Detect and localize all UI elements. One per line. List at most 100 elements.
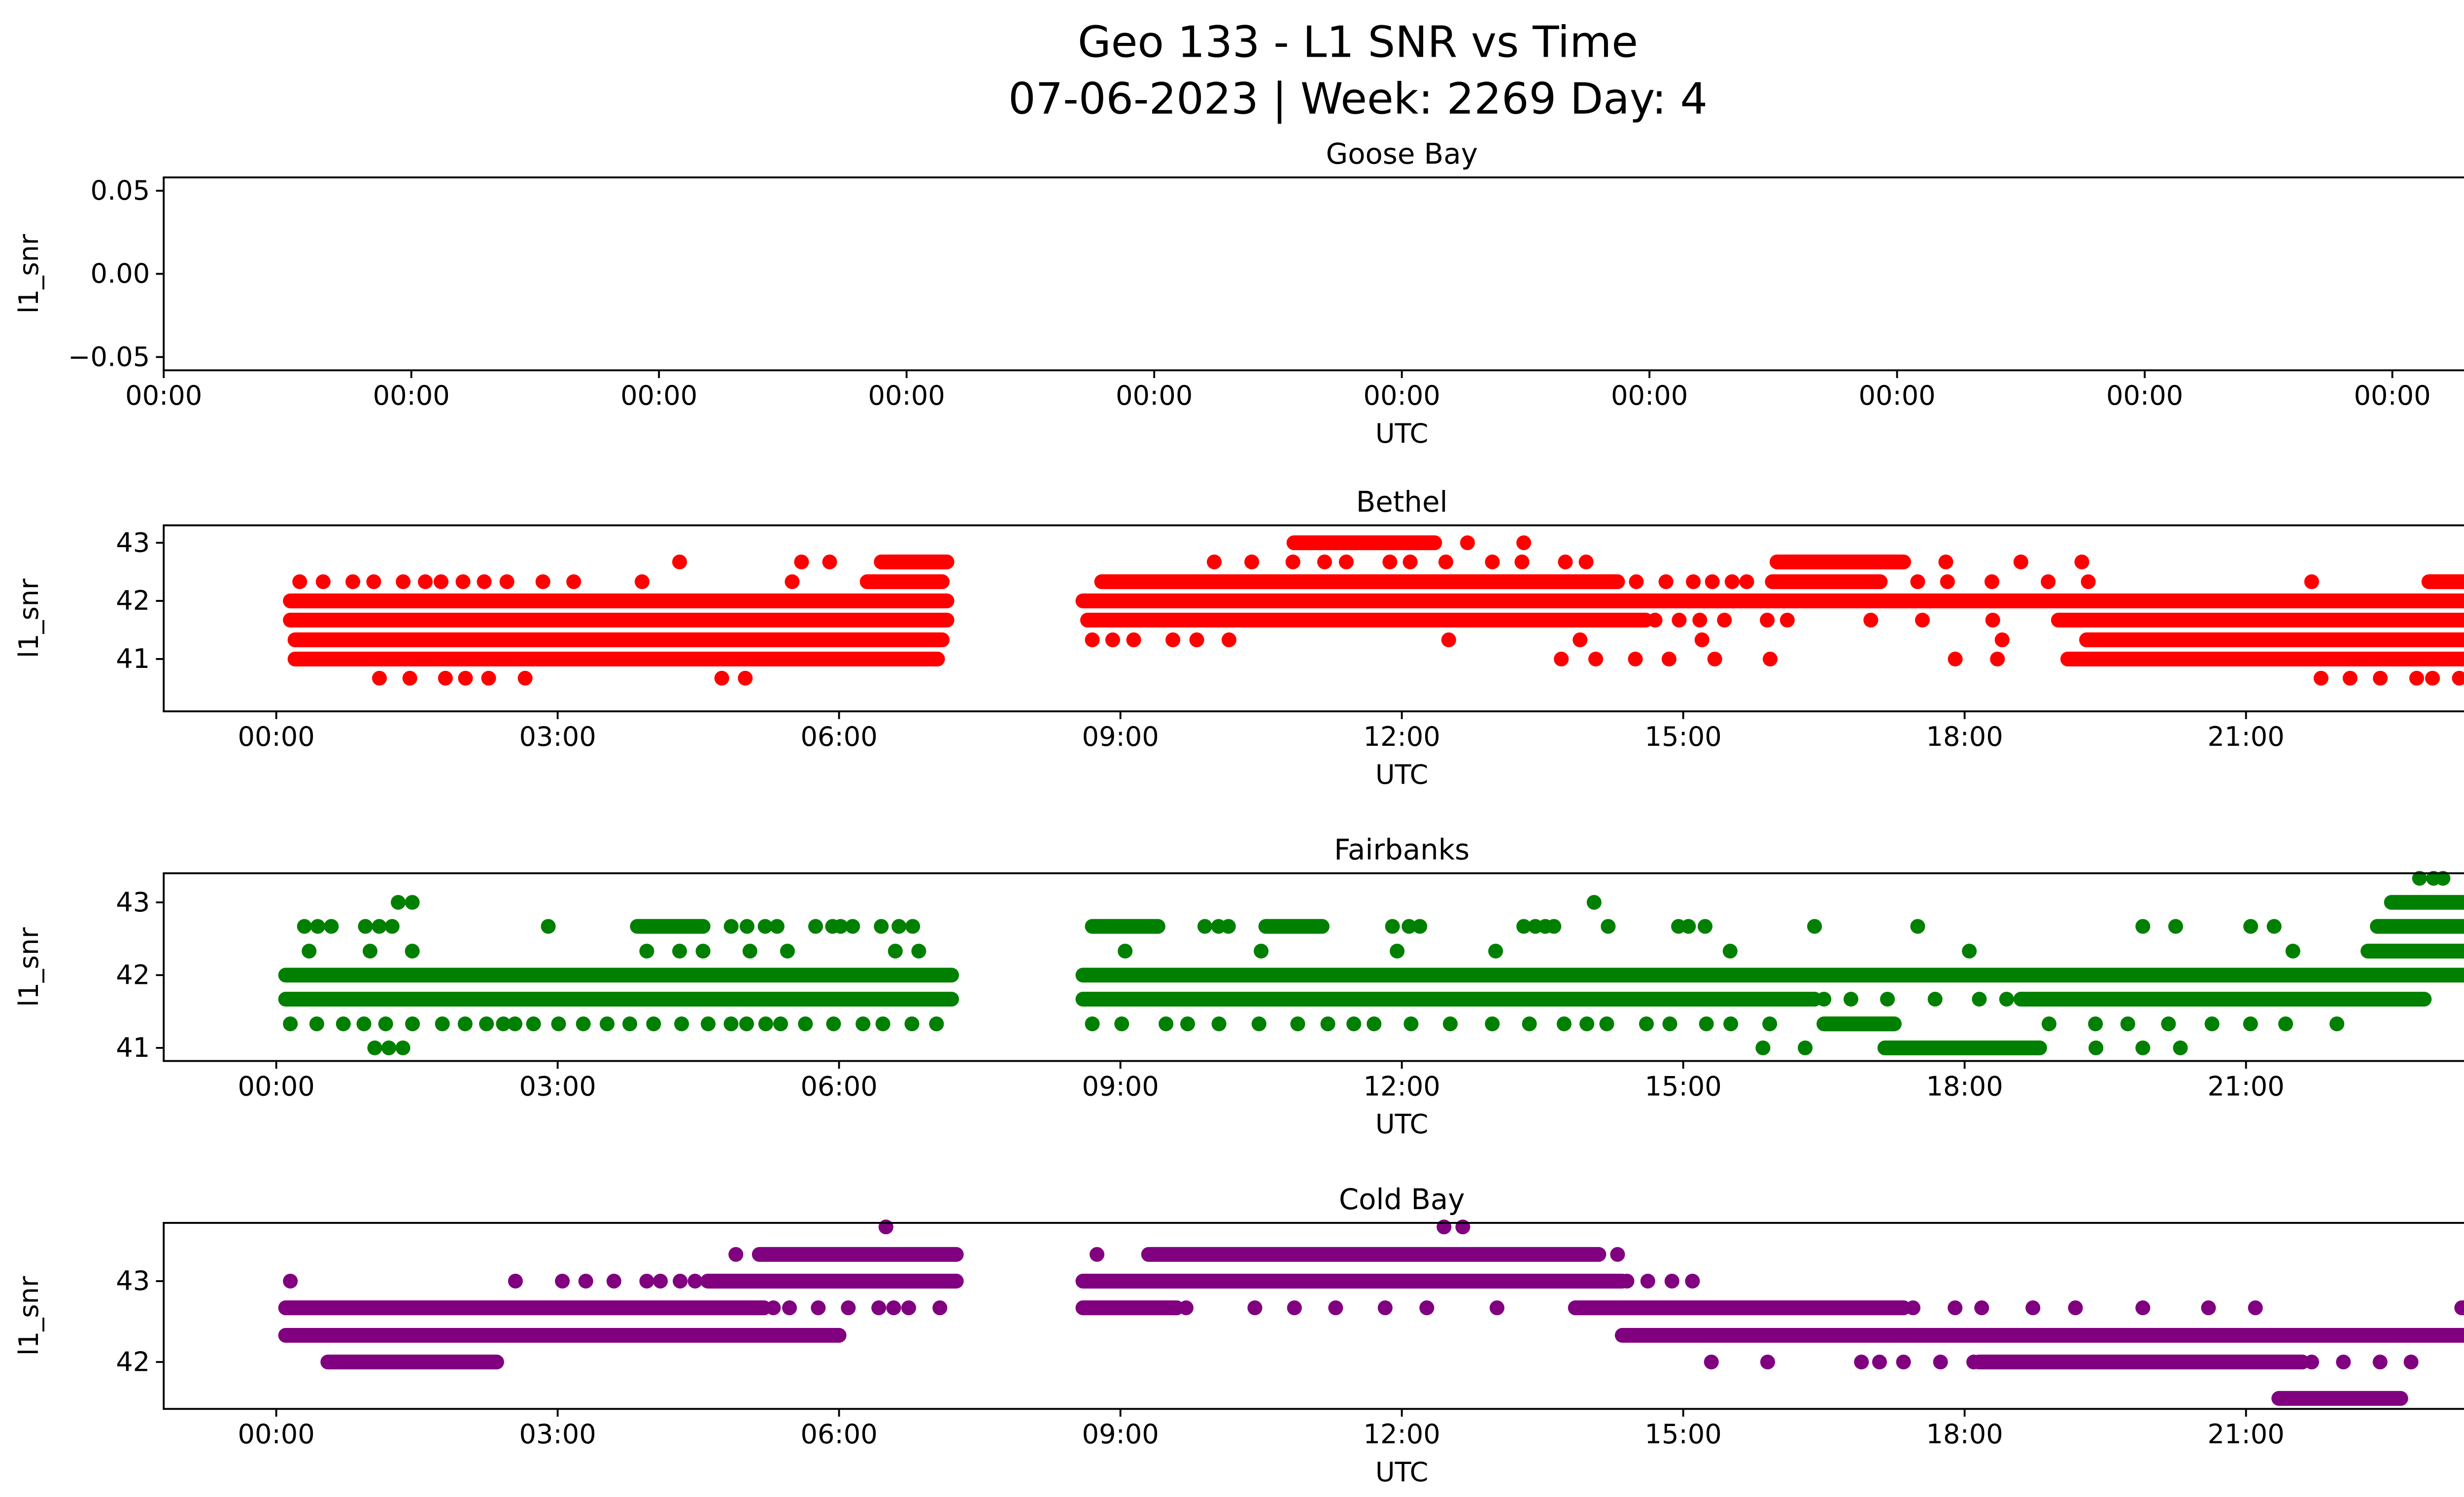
scatter-point [1647, 612, 1663, 627]
scatter-point [2135, 1300, 2151, 1316]
scatter-point [1385, 919, 1400, 934]
scatter-point [794, 555, 809, 570]
scatter-point [1455, 1219, 1471, 1235]
scatter-point [1290, 1016, 1305, 1032]
y-tick-label: 42 [116, 585, 150, 616]
scatter-point [1662, 1016, 1677, 1032]
scatter-point [362, 943, 377, 959]
scatter-point [1346, 1016, 1362, 1032]
x-tick-label: 03:00 [519, 1071, 596, 1102]
subplot-title: Bethel [1356, 485, 1448, 519]
scatter-point [1610, 1247, 1625, 1262]
scatter-point [1489, 1300, 1505, 1316]
x-tick-label: 06:00 [801, 1071, 878, 1102]
x-tick-label: 09:00 [1082, 1071, 1159, 1102]
scatter-point [672, 555, 687, 570]
scatter-point [1197, 919, 1212, 934]
scatter-point [417, 574, 433, 590]
scatter-point [674, 1016, 689, 1032]
x-tick-label: 00:00 [238, 721, 315, 752]
scatter-point [551, 1016, 566, 1032]
scatter-point [1985, 612, 2000, 627]
x-tick-label: 03:00 [519, 721, 596, 752]
scatter-point [302, 943, 317, 959]
scatter-point [2120, 1016, 2135, 1032]
scatter-point [479, 1016, 494, 1032]
x-tick-label: 00:00 [1364, 380, 1440, 411]
scatter-point [2425, 670, 2440, 686]
scatter-point [1206, 555, 1222, 570]
scatter-point [541, 919, 556, 934]
scatter-point [2243, 919, 2259, 934]
scatter-point [738, 670, 753, 686]
y-axis-label: l1_snr [13, 1276, 44, 1356]
scatter-point [646, 1016, 661, 1032]
scatter-point [1247, 1300, 1263, 1316]
subplot-bethel: Bethel UTC l1_snr 00:00 03:00 06:00 09:00 12… [13, 485, 2464, 790]
scatter-point [1717, 612, 1732, 627]
scatter-point [1588, 651, 1604, 667]
scatter-point [911, 943, 926, 959]
x-tick-label: 15:00 [1645, 1071, 1722, 1102]
scatter-point [1762, 651, 1778, 667]
scatter-point [1221, 632, 1236, 648]
x-tick-label: 00:00 [2106, 380, 2183, 411]
axes-bethel: 00:00 03:00 06:00 09:00 12:00 15:00 18:00 21:00… [116, 524, 2464, 752]
scatter-point [606, 1274, 621, 1289]
scatter-point [766, 1300, 781, 1316]
scatter-point [2248, 1300, 2263, 1316]
x-tick-label: 21:00 [2208, 1071, 2285, 1102]
scatter-point [2168, 919, 2183, 934]
scatter-point [905, 919, 921, 934]
x-tick-label: 00:00 [238, 1071, 315, 1102]
scatter-point [1974, 1300, 1989, 1316]
scatter-point [1516, 919, 1532, 934]
scatter-point [798, 1016, 813, 1032]
scatter-point [1694, 632, 1710, 648]
scatter-point [324, 919, 339, 934]
scatter-point [1514, 555, 1530, 570]
scatter-point [1599, 1016, 1614, 1032]
scatter-point [780, 943, 795, 959]
scatter-point [1546, 919, 1562, 934]
scatter-point [378, 1016, 393, 1032]
x-tick-label: 15:00 [1645, 721, 1722, 752]
scatter-point [1672, 612, 1687, 627]
scatter-point [1843, 991, 1859, 1007]
scatter-point [517, 670, 533, 686]
scatter-point [833, 919, 848, 934]
scatter-point [687, 1274, 703, 1289]
scatter-point [742, 943, 757, 959]
x-axis-label: UTC [1375, 1457, 1428, 1488]
scatter-point [1367, 1016, 1382, 1032]
scatter-point [283, 1274, 298, 1289]
scatter-point [1118, 943, 1133, 959]
scatter-point [891, 919, 907, 934]
scatter-point [1629, 574, 1644, 590]
y-tick-label: 41 [116, 1032, 150, 1063]
scatter-point [845, 919, 860, 934]
scatter-point [438, 670, 453, 686]
subplot-title: Cold Bay [1339, 1183, 1465, 1216]
scatter-point [358, 919, 373, 934]
scatter-point [578, 1274, 593, 1289]
scatter-point [653, 1274, 668, 1289]
scatter-point [2025, 1300, 2041, 1316]
scatter-point [1661, 651, 1677, 667]
x-axis-label: UTC [1375, 418, 1428, 449]
scatter-point [477, 574, 492, 590]
x-tick-label: 18:00 [1926, 1071, 2003, 1102]
scatter-point [1704, 1355, 1719, 1370]
scatter-point [2161, 1016, 2176, 1032]
x-tick-label: 18:00 [1926, 721, 2003, 752]
scatter-point [1586, 895, 1602, 910]
x-tick-label: 00:00 [238, 1419, 315, 1450]
scatter-point [1798, 1040, 1813, 1055]
x-tick-label: 00:00 [373, 380, 450, 411]
scatter-point [1558, 555, 1573, 570]
x-tick-label: 03:00 [519, 1419, 596, 1450]
scatter-point [888, 943, 903, 959]
scatter-point [1402, 919, 1417, 934]
scatter-point [1994, 632, 2010, 648]
scatter-point [555, 1274, 570, 1289]
